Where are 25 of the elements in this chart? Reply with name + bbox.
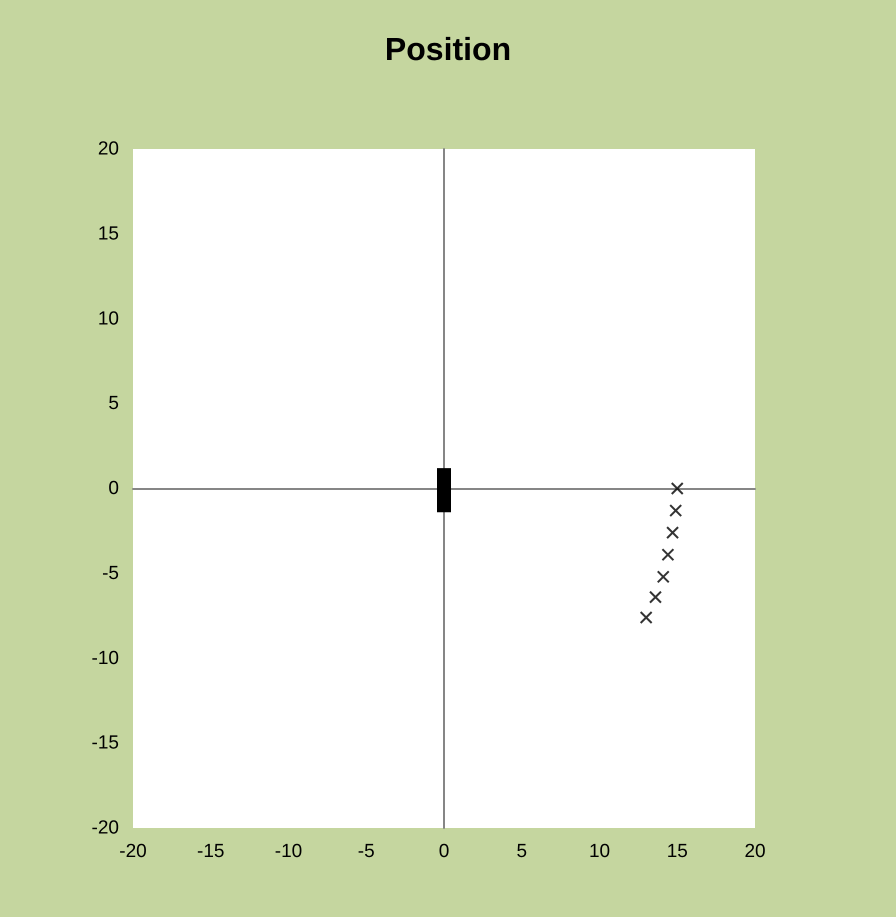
y-tick-label: 0 — [108, 478, 119, 499]
point — [656, 570, 670, 584]
x-tick-label: 0 — [438, 841, 450, 862]
point — [670, 482, 684, 495]
point — [640, 611, 653, 624]
chart-title: Position — [384, 31, 512, 67]
y-tick-label: 5 — [108, 393, 119, 414]
x-tick-label: -15 — [197, 841, 224, 862]
x-tick-label: -10 — [274, 841, 302, 862]
y-tick-label: 15 — [98, 223, 119, 244]
y-tick-label: -10 — [92, 648, 119, 669]
y-tick-label: -15 — [92, 732, 119, 754]
point — [669, 504, 682, 518]
y-tick-label: 10 — [98, 308, 119, 330]
y-tick-label: 20 — [98, 138, 119, 160]
y-tick-label: -20 — [92, 818, 119, 838]
x-tick-label: 5 — [516, 841, 528, 862]
x-tick-label: -5 — [358, 841, 375, 862]
x-tick-label: 10 — [588, 841, 610, 862]
point — [661, 548, 674, 562]
x-tick-label: 15 — [666, 841, 688, 862]
point — [666, 526, 680, 540]
point — [648, 590, 662, 604]
x-tick-label: 20 — [744, 841, 766, 862]
y-tick-label: -5 — [102, 562, 119, 584]
